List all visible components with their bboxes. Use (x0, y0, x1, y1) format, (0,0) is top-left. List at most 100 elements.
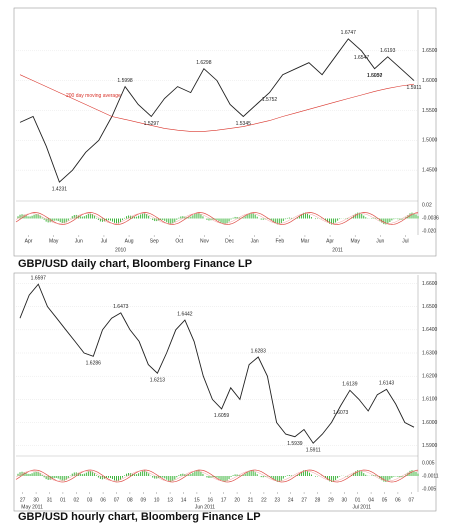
y-tick-label: 1.6500 (422, 48, 438, 54)
x-tick-label: Jul (402, 238, 408, 244)
x-tick-label: 01 (60, 497, 66, 503)
caption: GBP/USD daily chart, Bloomberg Finance L… (18, 258, 252, 270)
x-period-label: Jun 2011 (195, 504, 215, 510)
x-tick-label: Jun (376, 238, 384, 244)
x-tick-label: Feb (276, 238, 285, 244)
x-tick-label: 28 (315, 497, 321, 503)
y-tick-label: 1.6500 (422, 304, 438, 310)
y-tick-label: 1.6100 (422, 397, 438, 403)
indicator-label: -0.020 (422, 228, 436, 234)
x-tick-label: May (350, 238, 360, 244)
x-tick-label: 06 (100, 497, 106, 503)
x-tick-label: 30 (33, 497, 39, 503)
x-tick-label: Apr (25, 238, 33, 244)
x-tick-label: 05 (382, 497, 388, 503)
x-tick-label: 14 (181, 497, 187, 503)
price-annotation: 1.6747 (341, 30, 357, 36)
x-tick-label: 24 (288, 497, 294, 503)
price-annotation: 1.5937 (367, 73, 383, 79)
x-period-label: May 2011 (21, 504, 43, 510)
price-annotation: 1.6298 (196, 60, 212, 66)
price-annotation: 1.6597 (31, 276, 47, 282)
x-tick-label: 31 (47, 497, 53, 503)
x-tick-label: Apr (326, 238, 334, 244)
x-period-label: 2010 (115, 247, 126, 253)
indicator-line (15, 213, 419, 224)
x-tick-label: May (49, 238, 59, 244)
x-tick-label: 27 (20, 497, 26, 503)
indicator-signal (15, 469, 419, 483)
price-annotation: 1.6283 (251, 348, 267, 354)
x-tick-label: 10 (154, 497, 160, 503)
price-annotation: 1.5939 (287, 441, 303, 447)
x-tick-label: 01 (355, 497, 361, 503)
price-annotation: 1.6139 (342, 382, 358, 388)
x-tick-label: 20 (234, 497, 240, 503)
series-label: 200 day moving average (66, 93, 121, 99)
x-tick-label: 16 (208, 497, 214, 503)
price-annotation: 1.5911 (407, 85, 422, 91)
indicator-label: -0.0036 (422, 215, 439, 221)
price-annotation: 1.5911 (306, 448, 321, 454)
x-tick-label: Dec (225, 238, 234, 244)
price-line (19, 38, 415, 183)
x-tick-label: 07 (114, 497, 120, 503)
indicator-line (15, 470, 419, 482)
y-tick-label: 1.6000 (422, 420, 438, 426)
price-line (19, 283, 415, 444)
price-annotation: 1.5998 (117, 78, 133, 84)
x-tick-label: Jul (101, 238, 107, 244)
y-tick-label: 1.4500 (422, 167, 438, 173)
indicator-label: 0.02 (422, 202, 432, 208)
x-tick-label: 06 (395, 497, 401, 503)
daily-frame (13, 7, 437, 257)
y-tick-label: 1.6000 (422, 78, 438, 84)
x-tick-label: 15 (194, 497, 200, 503)
price-annotation: 1.6473 (113, 304, 129, 310)
price-annotation: 1.6193 (380, 48, 396, 54)
x-tick-label: 30 (342, 497, 348, 503)
price-annotation: 1.4231 (52, 186, 68, 192)
y-tick-label: 1.6200 (422, 374, 438, 380)
y-tick-label: 1.5900 (422, 443, 438, 449)
price-annotation: 1.6073 (333, 410, 349, 416)
y-tick-label: 1.5000 (422, 138, 438, 144)
x-tick-label: 21 (248, 497, 254, 503)
price-annotation: 1.6547 (354, 55, 370, 61)
x-tick-label: Nov (200, 238, 209, 244)
indicator-label: -0.0011 (422, 473, 439, 479)
x-tick-label: 02 (74, 497, 80, 503)
indicator-label: 0.005 (422, 460, 435, 466)
x-tick-label: 17 (221, 497, 227, 503)
x-tick-label: Sep (150, 238, 159, 244)
indicator-label: -0.005 (422, 486, 436, 492)
x-tick-label: 23 (275, 497, 281, 503)
x-tick-label: Jun (75, 238, 83, 244)
x-tick-label: Mar (301, 238, 310, 244)
indicator-signal (15, 212, 419, 225)
y-tick-label: 1.6600 (422, 281, 438, 287)
x-tick-label: Oct (175, 238, 183, 244)
y-tick-label: 1.5500 (422, 108, 438, 114)
y-tick-label: 1.6300 (422, 350, 438, 356)
x-tick-label: Jan (251, 238, 259, 244)
x-tick-label: 29 (328, 497, 334, 503)
x-tick-label: 03 (87, 497, 93, 503)
x-tick-label: 13 (167, 497, 173, 503)
price-annotation: 1.5297 (144, 121, 160, 127)
x-period-label: Jul 2011 (352, 504, 371, 510)
price-annotation: 1.6143 (379, 381, 395, 387)
x-tick-label: 04 (368, 497, 374, 503)
x-tick-label: 27 (301, 497, 307, 503)
price-annotation: 1.6213 (150, 378, 166, 384)
x-tick-label: 09 (141, 497, 147, 503)
x-tick-label: 07 (409, 497, 415, 503)
x-tick-label: 08 (127, 497, 133, 503)
price-line (19, 74, 415, 132)
price-annotation: 1.6442 (177, 311, 193, 317)
price-annotation: 1.5752 (262, 97, 278, 103)
caption: GBP/USD hourly chart, Bloomberg Finance … (18, 511, 261, 523)
y-tick-label: 1.6400 (422, 327, 438, 333)
x-tick-label: Aug (125, 238, 134, 244)
